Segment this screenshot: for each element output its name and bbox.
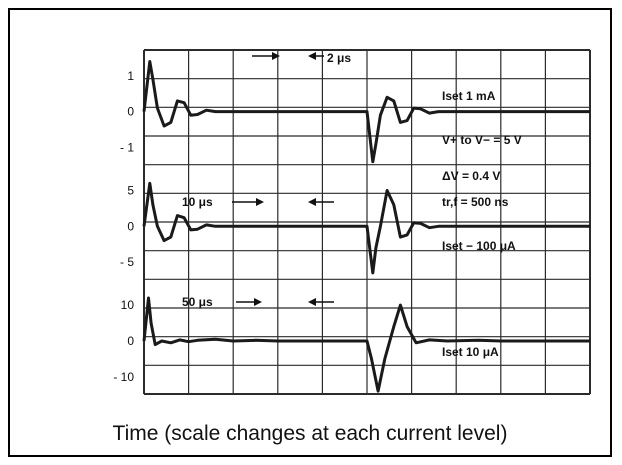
arrowhead-right-panel-1 (272, 52, 280, 60)
tick-label: 0 (127, 334, 134, 348)
waveform-traces (142, 60, 590, 393)
tick-label: - 10 (113, 370, 134, 384)
y-tick-labels: 1 0 - 1 5 0 - 5 10 0 - 10 (113, 69, 134, 384)
tick-label: - 1 (120, 141, 134, 155)
time-scale-label-panel-1: 2 μs (327, 51, 351, 65)
setting-supply-voltage: V+ to V− = 5 V (442, 133, 522, 147)
arrowhead-left-panel-1 (308, 52, 316, 60)
tick-label: 0 (127, 105, 134, 119)
figure-frame: 1 0 - 1 5 0 - 5 10 0 - 10 2 μs 10 μs 50 … (8, 8, 612, 457)
annotations: 2 μs 10 μs 50 μs Iset 1 mA V+ to V− = 5 … (182, 51, 522, 359)
tick-label: 10 (121, 298, 135, 312)
setting-iset-1ma: Iset 1 mA (442, 89, 496, 103)
tick-label: 5 (127, 184, 134, 198)
waveform-trace-panel-1 (142, 60, 590, 164)
setting-rise-fall-time: tr,f = 500 ns (442, 195, 509, 209)
waveform-trace-panel-2 (142, 181, 590, 275)
scope-grid (143, 49, 591, 395)
x-axis-label: Time (scale changes at each current leve… (112, 422, 508, 445)
arrowhead-left-panel-3 (308, 298, 316, 306)
oscilloscope-chart: 1 0 - 1 5 0 - 5 10 0 - 10 2 μs 10 μs 50 … (113, 49, 591, 395)
tick-label: 1 (127, 69, 134, 83)
time-scale-label-panel-2: 10 μs (182, 195, 213, 209)
tick-label: 0 (127, 219, 134, 233)
setting-iset-100ua: Iset − 100 μA (442, 239, 516, 253)
tick-label: - 5 (120, 255, 134, 269)
arrowhead-right-panel-2 (256, 198, 264, 206)
waveform-trace-panel-3 (142, 296, 590, 393)
arrowhead-right-panel-3 (254, 298, 262, 306)
setting-delta-v: ΔV = 0.4 V (442, 169, 500, 183)
time-scale-arrows (232, 52, 334, 306)
arrowhead-left-panel-2 (308, 198, 316, 206)
time-scale-label-panel-3: 50 μs (182, 295, 213, 309)
setting-iset-10ua: Iset 10 μA (442, 345, 499, 359)
